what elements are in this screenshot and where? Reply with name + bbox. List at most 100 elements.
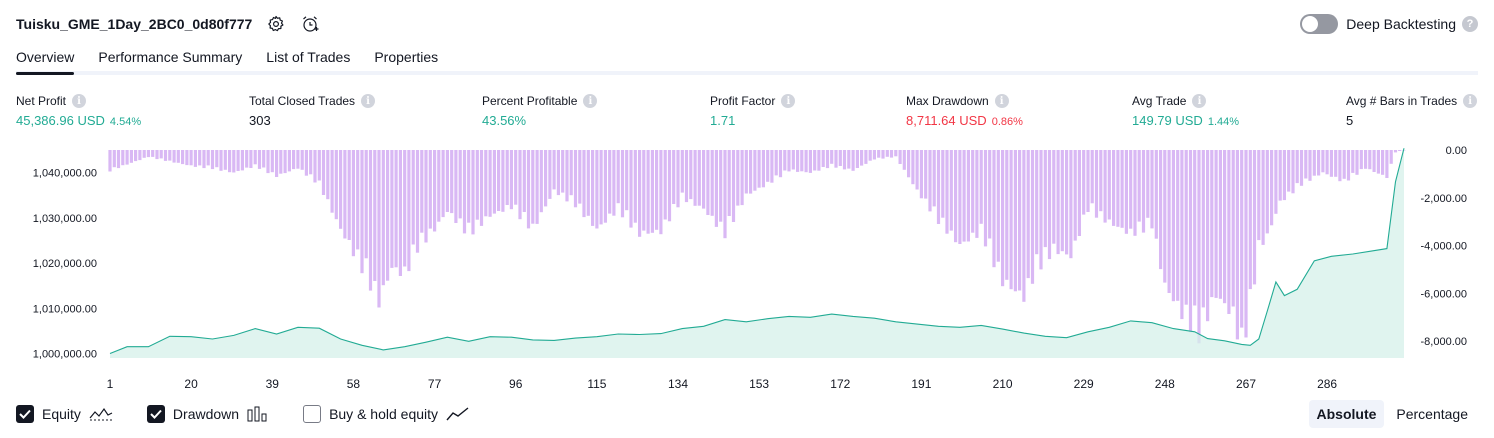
drawdown-bar (403, 150, 407, 267)
drawdown-bar (753, 150, 757, 191)
drawdown-bar (573, 150, 578, 208)
drawdown-bar (343, 150, 347, 239)
drawdown-bar (1312, 150, 1316, 176)
drawdown-bar (189, 150, 193, 166)
drawdown-bar (659, 150, 663, 235)
left-axis-tick: 1,020,000.00 (33, 258, 97, 270)
tab-list-of-trades[interactable]: List of Trades (266, 49, 351, 65)
drawdown-bar (509, 150, 513, 210)
drawdown-bar (693, 150, 697, 206)
right-axis-tick: -2,000.00 (1421, 193, 1467, 205)
drawdown-bar (539, 150, 543, 213)
drawdown-bar (347, 150, 351, 240)
info-icon[interactable]: i (583, 94, 598, 108)
drawdown-bar (257, 150, 262, 169)
tab-performance-summary[interactable]: Performance Summary (98, 49, 243, 65)
drawdown-bar (1090, 150, 1094, 204)
drawdown-bar (484, 150, 488, 217)
x-axis-tick: 96 (509, 377, 523, 391)
drawdown-bar (578, 150, 582, 204)
metric-value: 43.56% (482, 113, 527, 128)
info-icon[interactable]: i (361, 94, 376, 108)
drawdown-bar (1082, 150, 1086, 215)
info-icon[interactable]: i (781, 94, 796, 108)
drawdown-bar (138, 150, 142, 161)
legend-equity[interactable]: Equity (16, 405, 113, 423)
drawdown-bar (121, 150, 125, 166)
drawdown-bar (894, 150, 898, 157)
toggle-knob (1302, 16, 1319, 32)
drawdown-bar (1359, 150, 1363, 170)
drawdown-bar (881, 150, 885, 159)
metric-net-profit: Net Profit i 45,386.96 USD 4.54% (16, 93, 141, 128)
tab-overview[interactable]: Overview (16, 45, 75, 75)
drawdown-bar (1210, 150, 1214, 298)
drawdown-bar (1295, 150, 1299, 184)
drawdown-bar (633, 150, 637, 223)
drawdown-bar (761, 150, 765, 188)
drawdown-bar (1094, 150, 1099, 218)
drawdown-bar (1030, 150, 1035, 284)
drawdown-bar (813, 150, 817, 171)
drawdown-bar (386, 150, 390, 281)
settings-icon[interactable] (266, 14, 286, 34)
drawdown-bar (778, 150, 783, 178)
drawdown-bar (1244, 150, 1248, 338)
percentage-button[interactable]: Percentage (1396, 406, 1468, 422)
drawdown-bar (582, 150, 586, 218)
drawdown-bar (296, 150, 300, 169)
drawdown-bar (228, 150, 232, 173)
drawdown-bar (360, 150, 364, 274)
drawdown-bar (954, 150, 958, 243)
info-icon[interactable]: i (72, 94, 87, 108)
drawdown-bar (283, 150, 287, 174)
drawdown-bar (518, 150, 522, 220)
header: Tuisku_GME_1Day_2BC0_0d80f777 (16, 12, 320, 36)
drawdown-bar (1137, 150, 1141, 222)
tab-properties[interactable]: Properties (374, 49, 439, 65)
strategy-title: Tuisku_GME_1Day_2BC0_0d80f777 (16, 16, 253, 32)
drawdown-bar (262, 150, 266, 168)
drawdown-bar (544, 150, 548, 207)
drawdown-bar (428, 150, 432, 229)
drawdown-bar (454, 150, 458, 223)
drawdown-bar (817, 150, 821, 171)
drawdown-bar (501, 150, 505, 212)
legend-buy-hold[interactable]: Buy & hold equity (303, 405, 470, 423)
drawdown-bar (864, 150, 868, 164)
left-axis-tick: 1,040,000.00 (33, 168, 97, 180)
info-icon[interactable]: i (1192, 94, 1207, 108)
absolute-button[interactable]: Absolute (1308, 400, 1385, 428)
drawdown-bar (992, 150, 996, 268)
drawdown-bar (791, 150, 795, 170)
equity-checkbox[interactable] (16, 405, 34, 423)
drawdown-bar (181, 150, 185, 165)
drawdown-bar (949, 150, 953, 231)
legend-drawdown[interactable]: Drawdown (146, 405, 269, 423)
legend-buy-hold-label: Buy & hold equity (329, 406, 439, 422)
info-icon[interactable]: i (994, 94, 1009, 108)
right-axis-tick: -4,000.00 (1421, 241, 1467, 253)
mode-switch: Absolute Percentage (1305, 400, 1477, 428)
drawdown-bar (796, 150, 800, 172)
alarm-add-icon[interactable] (300, 14, 320, 34)
drawdown-bar (851, 150, 855, 171)
drawdown-bar (304, 150, 308, 176)
drawdown-bar (1188, 150, 1193, 333)
drawdown-bar (1146, 150, 1150, 218)
drawdown-checkbox[interactable] (146, 405, 165, 423)
buy-hold-checkbox[interactable] (303, 405, 322, 423)
drawdown-bar (774, 150, 778, 176)
drawdown-bar (889, 150, 894, 158)
drawdown-bar (757, 150, 761, 188)
drawdown-bar (326, 150, 330, 200)
help-icon[interactable]: ? (1462, 16, 1478, 32)
equity-drawdown-chart[interactable]: 1,040,000.00 1,030,000.00 1,020,000.00 1,01… (0, 140, 1494, 398)
drawdown-bar (1385, 150, 1389, 178)
deep-backtesting-toggle[interactable] (1300, 14, 1339, 34)
drawdown-bar (1176, 150, 1180, 301)
drawdown-bar (919, 150, 923, 199)
drawdown-bar (249, 150, 253, 168)
info-icon[interactable]: i (1463, 94, 1478, 108)
drawdown-bar (159, 150, 163, 159)
